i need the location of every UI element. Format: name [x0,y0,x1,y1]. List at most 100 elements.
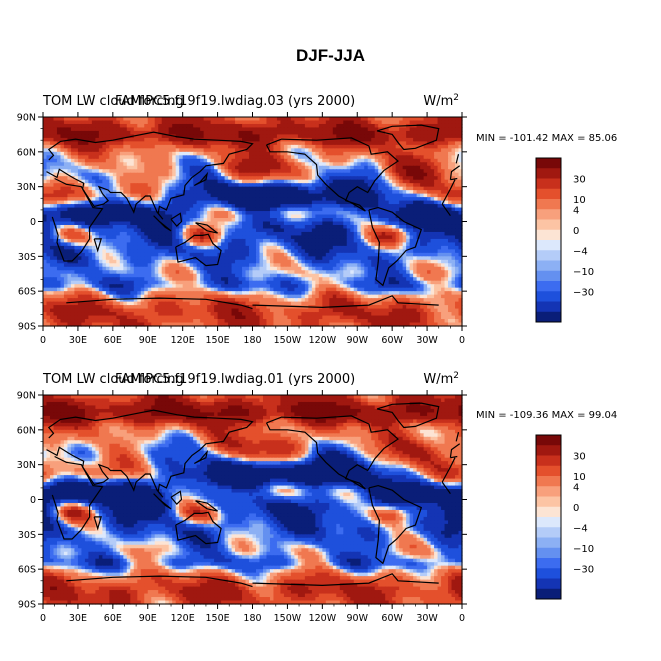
field-cell [452,232,456,236]
field-cell [266,138,270,142]
field-cell [413,218,417,222]
field-cell [183,124,187,128]
field-cell [130,246,134,250]
field-cell [329,120,333,124]
field-cell [329,173,333,177]
field-cell [123,218,127,222]
field-cell [57,187,61,191]
field-cell [291,225,295,229]
field-cell [441,173,445,177]
field-cell [239,256,243,260]
field-cell [88,249,92,253]
field-cell [71,225,75,229]
field-cell [123,208,127,212]
field-cell [64,249,68,253]
field-cell [116,159,120,163]
field-cell [291,197,295,201]
field-cell [427,249,431,253]
field-cell [102,148,106,152]
field-cell [249,194,253,198]
field-cell [92,127,96,131]
field-cell [417,180,421,184]
field-cell [144,249,148,253]
field-cell [319,246,323,250]
field-cell [322,190,326,194]
field-cell [389,117,393,121]
field-cell [434,120,438,124]
field-cell [130,176,134,180]
field-cell [190,211,194,215]
field-cell [148,260,152,264]
field-cell [85,228,89,232]
field-cell [350,141,354,145]
field-cell [277,183,281,187]
field-cell [53,201,57,205]
field-cell [340,145,344,149]
field-cell [50,239,54,243]
field-cell [350,148,354,152]
field-cell [162,145,166,149]
field-cell [78,218,82,222]
field-cell [144,260,148,264]
field-cell [392,249,396,253]
field-cell [326,204,330,208]
field-cell [319,201,323,205]
field-cell [284,211,288,215]
field-cell [298,208,302,212]
field-cell [427,242,431,246]
field-cell [382,228,386,232]
field-cell [427,225,431,229]
field-cell [64,127,68,131]
field-cell [53,120,57,124]
field-cell [420,249,424,253]
field-cell [50,190,54,194]
field-cell [186,232,190,236]
field-cell [50,204,54,208]
field-cell [123,204,127,208]
field-cell [214,211,218,215]
field-cell [211,166,215,170]
field-cell [179,201,183,205]
field-cell [280,180,284,184]
field-cell [277,201,281,205]
field-cell [291,190,295,194]
field-cell [246,159,250,163]
field-cell [43,152,47,156]
field-cell [420,194,424,198]
field-cell [315,194,319,198]
field-cell [315,218,319,222]
field-cell [403,183,407,187]
field-cell [81,211,85,215]
field-cell [207,159,211,163]
field-cell [228,166,232,170]
field-cell [389,173,393,177]
field-cell [350,194,354,198]
field-cell [165,253,169,257]
field-cell [308,117,312,121]
field-cell [225,225,229,229]
field-cell [232,194,236,198]
field-cell [176,145,180,149]
field-cell [452,235,456,239]
field-cell [218,232,222,236]
field-cell [424,218,428,222]
field-cell [176,183,180,187]
field-cell [427,222,431,226]
field-cell [315,239,319,243]
field-cell [403,162,407,166]
field-cell [424,176,428,180]
field-cell [99,197,103,201]
field-cell [273,117,277,121]
field-cell [190,190,194,194]
field-cell [291,117,295,121]
field-cell [113,222,117,226]
field-cell [183,176,187,180]
field-cell [382,204,386,208]
field-cell [431,145,435,149]
field-cell [46,260,50,264]
field-cell [158,228,162,232]
field-cell [183,197,187,201]
field-cell [301,194,305,198]
field-cell [347,246,351,250]
field-cell [445,159,449,163]
